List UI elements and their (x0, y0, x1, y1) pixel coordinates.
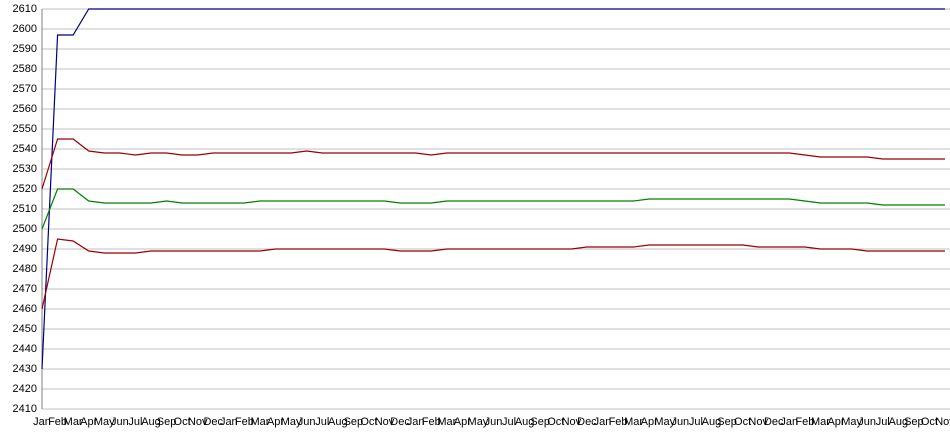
x-tick-label: Mar (624, 416, 643, 428)
x-tick-label: Nov (935, 416, 950, 428)
x-tick-label: Jun (485, 416, 503, 428)
x-tick-label: Jul (502, 416, 516, 428)
x-tick-label: Apr (454, 416, 471, 428)
x-tick-label: Mar (437, 416, 456, 428)
y-tick-label: 2580 (13, 63, 37, 75)
x-tick-label: Jan (407, 416, 425, 428)
x-tick-label: Dec (577, 416, 597, 428)
y-tick-label: 2430 (13, 363, 37, 375)
x-tick-label: Sep (344, 416, 364, 428)
y-tick-label: 2410 (13, 403, 37, 415)
y-tick-label: 2570 (13, 83, 37, 95)
x-tick-label: Aug (889, 416, 909, 428)
x-tick-label: Oct (921, 416, 938, 428)
x-tick-label: Dec (203, 416, 223, 428)
x-tick-label: Apr (80, 416, 97, 428)
x-tick-label: Feb (422, 416, 441, 428)
x-tick-label: Jul (128, 416, 142, 428)
y-tick-label: 2500 (13, 223, 37, 235)
y-tick-label: 2540 (13, 143, 37, 155)
series-line (41, 238, 945, 310)
series-line (41, 138, 945, 190)
y-tick-label: 2440 (13, 343, 37, 355)
x-tick-label: Jul (689, 416, 703, 428)
x-tick-label: Nov (562, 416, 582, 428)
x-tick-label: Jan (594, 416, 612, 428)
x-tick-label: Jan (220, 416, 238, 428)
x-tick-label: Apr (641, 416, 658, 428)
x-tick-label: Feb (795, 416, 814, 428)
y-tick-label: 2470 (13, 283, 37, 295)
x-tick-label: Aug (328, 416, 348, 428)
series-line (41, 8, 945, 370)
x-tick-label: Aug (141, 416, 161, 428)
y-tick-label: 2460 (13, 303, 37, 315)
x-tick-label: Nov (748, 416, 768, 428)
x-tick-label: Aug (515, 416, 535, 428)
y-tick-label: 2490 (13, 243, 37, 255)
x-tick-label: Jun (858, 416, 876, 428)
x-tick-label: Dec (764, 416, 784, 428)
y-tick-label: 2450 (13, 323, 37, 335)
y-tick-label: 2520 (13, 183, 37, 195)
x-tick-label: Jun (111, 416, 129, 428)
y-tick-label: 2610 (13, 3, 37, 15)
x-tick-label: Jan (780, 416, 798, 428)
x-tick-label: Sep (904, 416, 924, 428)
x-tick-label: Dec (390, 416, 410, 428)
x-tick-label: Oct (547, 416, 564, 428)
x-tick-label: May (94, 416, 115, 428)
x-tick-label: Mar (811, 416, 830, 428)
x-tick-label: Nov (375, 416, 395, 428)
y-tick-label: 2600 (13, 23, 37, 35)
x-tick-label: Jun (298, 416, 316, 428)
x-tick-label: Oct (174, 416, 191, 428)
y-tick-label: 2480 (13, 263, 37, 275)
y-tick-label: 2590 (13, 43, 37, 55)
x-tick-label: Mar (250, 416, 269, 428)
x-tick-label: Apr (827, 416, 844, 428)
x-tick-label: Oct (360, 416, 377, 428)
x-tick-label: Jan (33, 416, 51, 428)
x-tick-label: Sep (530, 416, 550, 428)
y-tick-label: 2420 (13, 383, 37, 395)
x-tick-label: Aug (702, 416, 722, 428)
x-tick-label: Sep (717, 416, 737, 428)
x-tick-label: Jul (876, 416, 890, 428)
x-tick-label: Jun (671, 416, 689, 428)
x-tick-label: Feb (235, 416, 254, 428)
x-tick-label: Feb (609, 416, 628, 428)
x-tick-label: Nov (188, 416, 208, 428)
x-tick-label: Apr (267, 416, 284, 428)
x-tick-label: Oct (734, 416, 751, 428)
y-tick-label: 2550 (13, 123, 37, 135)
x-tick-label: May (654, 416, 675, 428)
x-tick-label: Sep (157, 416, 177, 428)
x-tick-label: May (281, 416, 302, 428)
x-tick-label: Jul (315, 416, 329, 428)
x-tick-label: Feb (48, 416, 67, 428)
y-tick-label: 2530 (13, 163, 37, 175)
x-tick-label: May (841, 416, 862, 428)
y-tick-label: 2560 (13, 103, 37, 115)
series-line (41, 188, 945, 230)
x-tick-label: Mar (64, 416, 83, 428)
y-tick-label: 2510 (13, 203, 37, 215)
x-tick-label: May (468, 416, 489, 428)
